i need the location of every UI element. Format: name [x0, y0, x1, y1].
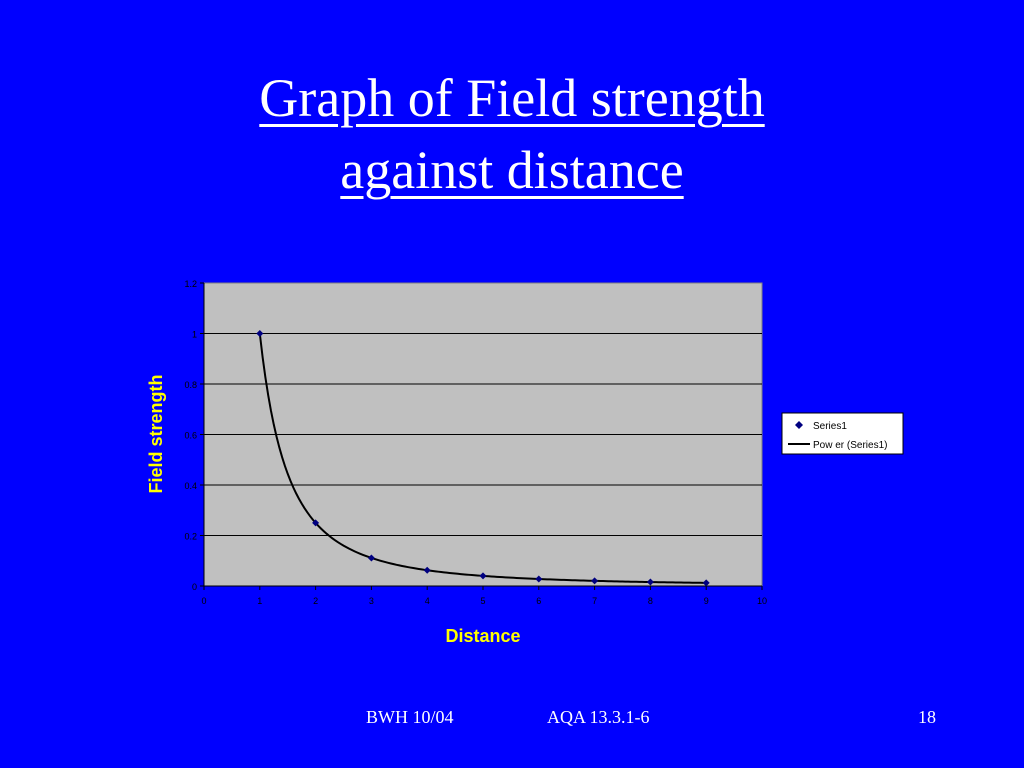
- y-tick-labels: 0 0.2 0.4 0.6 0.8 1 1.2: [184, 279, 197, 592]
- y-tick-label: 0: [192, 582, 197, 592]
- x-tick-label: 2: [313, 596, 318, 606]
- legend: Series1 Pow er (Series1): [781, 412, 904, 455]
- y-tick-label: 0.2: [184, 532, 197, 542]
- y-tick-label: 0.4: [184, 481, 197, 491]
- x-tick-label: 5: [480, 596, 485, 606]
- x-tick-label: 0: [201, 596, 206, 606]
- legend-label-trendline: Pow er (Series1): [813, 440, 887, 451]
- slide-title-line-1: Graph of Field strength: [259, 68, 765, 128]
- slide-title-line-2: against distance: [340, 140, 684, 200]
- x-tick-label: 8: [648, 596, 653, 606]
- data-point: [702, 579, 710, 587]
- x-tick-label: 6: [536, 596, 541, 606]
- data-point: [646, 578, 654, 586]
- x-axis-title: Distance: [445, 626, 520, 646]
- legend-label-series1: Series1: [813, 421, 847, 432]
- page-number: 18: [918, 707, 936, 727]
- y-tick-label: 1.2: [184, 279, 197, 289]
- x-tick-label: 9: [704, 596, 709, 606]
- footer-left: BWH 10/04: [366, 707, 454, 727]
- x-tick-label: 4: [425, 596, 430, 606]
- data-point: [423, 566, 431, 574]
- x-tick-label: 1: [257, 596, 262, 606]
- axes: [200, 282, 763, 590]
- data-point: [256, 330, 264, 337]
- data-point: [312, 519, 320, 527]
- x-tick-label: 10: [757, 596, 767, 606]
- x-tick-label: 7: [592, 596, 597, 606]
- data-point: [535, 575, 543, 583]
- legend-marker-series1: [795, 421, 803, 429]
- x-tick-labels: 0 1 2 3 4 5 6 7 8 9 10: [201, 596, 767, 606]
- data-point: [367, 554, 375, 562]
- footer-center: AQA 13.3.1-6: [547, 707, 650, 727]
- y-tick-label: 0.6: [184, 431, 197, 441]
- slide-title: Graph of Field strength against distance: [0, 62, 1024, 206]
- x-tick-label: 3: [369, 596, 374, 606]
- y-axis-title: Field strength: [146, 374, 166, 493]
- data-points: [256, 330, 710, 587]
- data-point: [479, 572, 487, 580]
- y-tick-label: 0.8: [184, 380, 197, 390]
- y-tick-label: 1: [192, 330, 197, 340]
- legend-box: [781, 412, 904, 455]
- data-point: [591, 577, 599, 585]
- gridlines: [204, 333, 762, 536]
